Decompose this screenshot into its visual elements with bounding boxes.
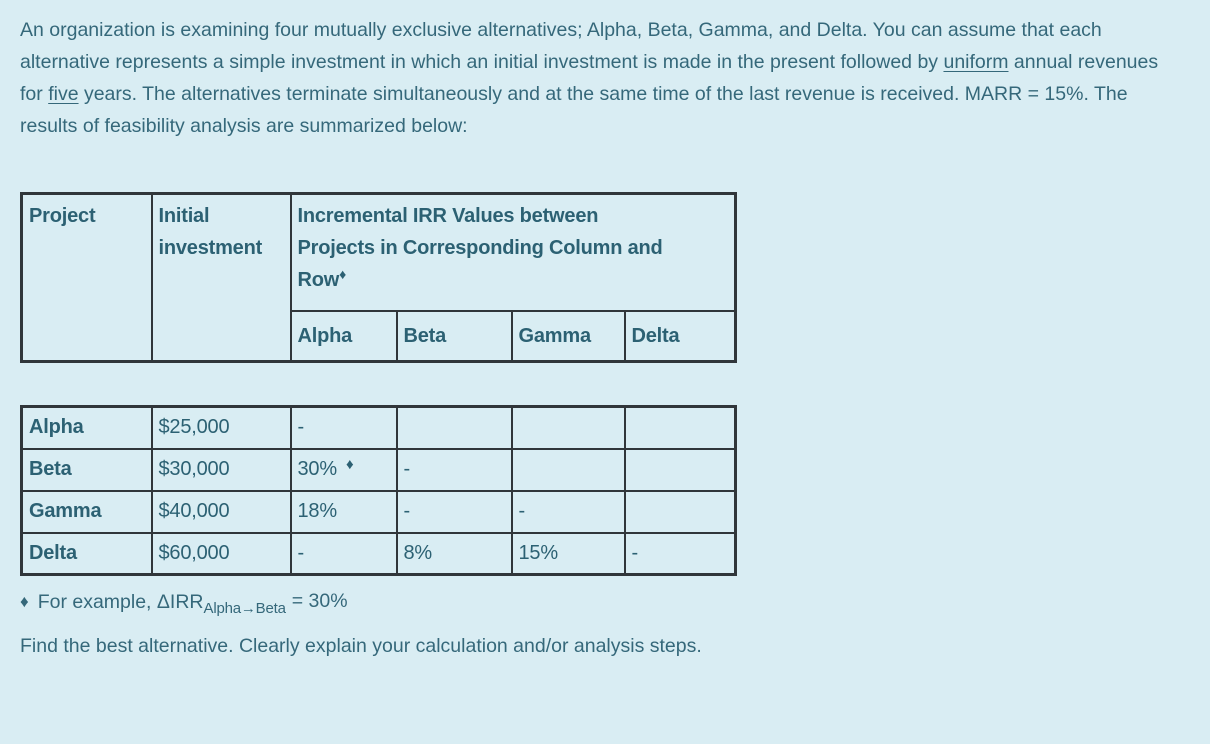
cell-gamma-delta bbox=[623, 489, 737, 534]
cell-alpha-delta bbox=[623, 405, 737, 450]
col-header-irr-title: Incremental IRR Values between Projects … bbox=[289, 192, 737, 312]
row-label-beta: Beta bbox=[20, 447, 153, 492]
footnote-value: = 30% bbox=[291, 590, 348, 612]
table-row-delta: Delta $60,000 - 8% 15% - bbox=[20, 531, 737, 576]
cell-delta-delta: - bbox=[623, 531, 737, 576]
irr-summary-header-table: Project Initial investment Incremental I… bbox=[20, 192, 737, 363]
cell-gamma-gamma: - bbox=[510, 489, 626, 534]
cell-delta-gamma: 15% bbox=[510, 531, 626, 576]
irr-summary-data-table: Alpha $25,000 - Beta $30,000 30% ♦ - Gamm… bbox=[20, 405, 737, 576]
statement-text-3: years. The alternatives terminate simult… bbox=[20, 83, 1128, 137]
footnote-diamond-icon: ♦ bbox=[339, 266, 347, 282]
cell-beta-beta: - bbox=[395, 447, 513, 492]
row-label-delta: Delta bbox=[20, 531, 153, 576]
underlined-word-uniform: uniform bbox=[943, 51, 1009, 73]
col-header-initial-investment: Initial investment bbox=[150, 192, 292, 363]
underlined-word-five: five bbox=[48, 83, 79, 105]
irr-title-line-3: Row♦ bbox=[298, 264, 731, 296]
cell-beta-alpha: 30% ♦ bbox=[289, 447, 398, 492]
cell-delta-investment: $60,000 bbox=[150, 531, 292, 576]
cell-gamma-alpha: 18% bbox=[289, 489, 398, 534]
cell-beta-alpha-value: 30% bbox=[297, 458, 338, 480]
irr-title-line-1: Incremental IRR Values between bbox=[297, 205, 599, 227]
cell-beta-investment: $30,000 bbox=[150, 447, 292, 492]
cell-alpha-investment: $25,000 bbox=[150, 405, 292, 450]
cell-alpha-gamma bbox=[510, 405, 626, 450]
table-row-alpha: Alpha $25,000 - bbox=[20, 405, 737, 450]
cell-gamma-beta: - bbox=[395, 489, 513, 534]
cell-alpha-beta bbox=[395, 405, 513, 450]
footnote-diamond-icon: ♦ bbox=[345, 456, 354, 473]
header-row-columns: Alpha Beta Gamma Delta bbox=[22, 310, 737, 363]
row-label-gamma: Gamma bbox=[20, 489, 153, 534]
table-row-gamma: Gamma $40,000 18% - - bbox=[20, 489, 737, 534]
statement-text-1: An organization is examining four mutual… bbox=[20, 19, 1102, 73]
col-header-beta: Beta bbox=[395, 310, 513, 363]
col-header-alpha: Alpha bbox=[289, 310, 398, 363]
header-row-top: Project Initial investment Incremental I… bbox=[20, 192, 737, 363]
irr-title-line-2: Projects in Corresponding Column and bbox=[297, 237, 663, 259]
cell-gamma-investment: $40,000 bbox=[150, 489, 292, 534]
problem-statement: An organization is examining four mutual… bbox=[20, 14, 1170, 142]
irr-title-row-word: Row bbox=[297, 269, 340, 291]
footnote: ♦ For example, ΔIRRAlpha→Beta = 30% bbox=[20, 586, 1210, 617]
cell-delta-beta: 8% bbox=[395, 531, 513, 576]
footnote-diamond-icon: ♦ bbox=[20, 592, 29, 611]
statement-text-2: annual revenues for bbox=[20, 51, 1159, 105]
col-header-delta: Delta bbox=[623, 310, 737, 363]
closing-instruction: Find the best alternative. Clearly expla… bbox=[20, 635, 702, 657]
cell-beta-delta bbox=[623, 447, 737, 492]
cell-delta-alpha: - bbox=[289, 531, 398, 576]
footnote-text: For example, ΔIRR bbox=[37, 591, 204, 613]
footnote-subscript: Alpha→Beta bbox=[203, 600, 286, 617]
row-label-alpha: Alpha bbox=[20, 405, 153, 450]
col-header-project: Project bbox=[20, 192, 153, 363]
table-row-beta: Beta $30,000 30% ♦ - bbox=[20, 447, 737, 492]
cell-alpha-alpha: - bbox=[289, 405, 398, 450]
col-header-gamma: Gamma bbox=[510, 310, 626, 363]
cell-beta-gamma bbox=[510, 447, 626, 492]
